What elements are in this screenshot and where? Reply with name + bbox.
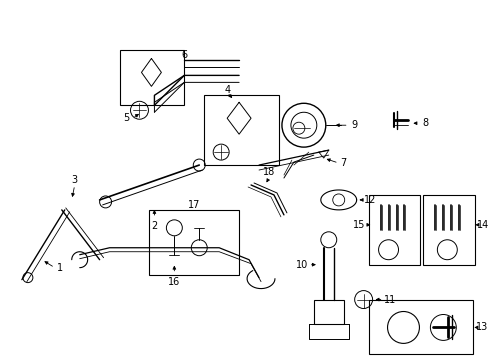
Text: 1: 1 <box>57 263 63 273</box>
Text: 4: 4 <box>224 85 230 95</box>
Bar <box>313 300 343 324</box>
Text: 8: 8 <box>422 118 427 128</box>
Text: 7: 7 <box>340 158 346 168</box>
Bar <box>368 300 472 354</box>
Text: 10: 10 <box>295 260 307 270</box>
Text: 11: 11 <box>384 294 396 305</box>
Text: 5: 5 <box>123 113 129 123</box>
Text: 15: 15 <box>352 220 364 230</box>
Text: 6: 6 <box>181 50 187 60</box>
Bar <box>149 210 239 275</box>
Text: 16: 16 <box>168 276 180 287</box>
Bar <box>204 95 278 165</box>
Bar <box>423 195 474 265</box>
Text: 12: 12 <box>364 195 376 205</box>
Text: 3: 3 <box>72 175 78 185</box>
Text: 14: 14 <box>476 220 488 230</box>
Text: 18: 18 <box>263 167 275 177</box>
Text: 17: 17 <box>188 200 200 210</box>
Text: 13: 13 <box>475 323 488 332</box>
Bar <box>368 195 420 265</box>
Bar <box>119 50 184 105</box>
Text: 2: 2 <box>151 221 157 231</box>
Text: 9: 9 <box>351 120 357 130</box>
